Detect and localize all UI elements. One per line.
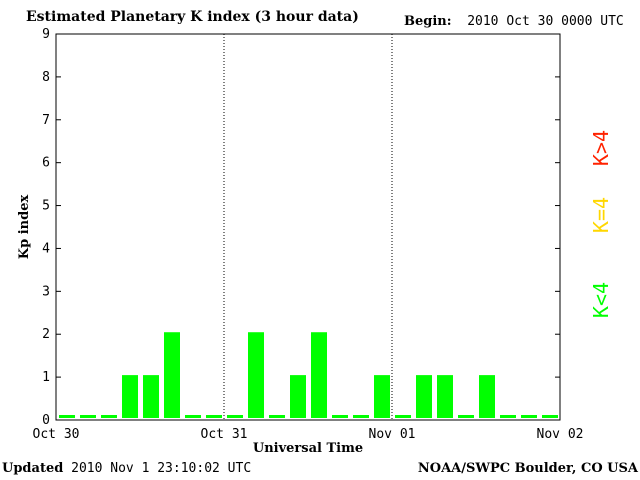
- kp-bar: [437, 375, 453, 418]
- kp-bar: [353, 415, 369, 418]
- source-credit: NOAA/SWPC Boulder, CO USA: [417, 461, 638, 476]
- legend: K<4 K=4 K>4: [589, 130, 613, 318]
- updated-value: 2010 Nov 1 23:10:02 UTC: [71, 461, 252, 476]
- kp-bar: [479, 375, 495, 418]
- kp-bar: [122, 375, 138, 418]
- x-tick-label: Oct 31: [201, 427, 248, 442]
- begin-timestamp: Begin: 2010 Oct 30 0000 UTC: [404, 14, 624, 29]
- kp-bar: [395, 415, 411, 418]
- legend-item: K>4: [589, 130, 613, 166]
- y-tick-label: 8: [42, 70, 50, 85]
- kp-bar: [521, 415, 537, 418]
- x-axis-title: Universal Time: [253, 441, 363, 456]
- chart-title: Estimated Planetary K index (3 hour data…: [26, 9, 359, 25]
- x-tick-label: Oct 30: [33, 427, 80, 442]
- y-axis-title: Kp index: [17, 195, 32, 260]
- kp-bar: [101, 415, 117, 418]
- bar-series: [59, 332, 558, 418]
- kp-bar: [269, 415, 285, 418]
- y-tick-label: 6: [42, 156, 50, 171]
- kp-bar: [542, 415, 558, 418]
- y-tick-label: 2: [42, 327, 50, 342]
- x-axis: Oct 30 Oct 31 Nov 01 Nov 02: [33, 427, 584, 442]
- y-tick-label: 0: [42, 413, 50, 428]
- y-tick-label: 1: [42, 370, 50, 385]
- y-tick-label: 7: [42, 113, 50, 128]
- kp-bar: [164, 332, 180, 418]
- updated-label: Updated: [2, 461, 64, 476]
- begin-value: 2010 Oct 30 0000 UTC: [467, 14, 624, 29]
- begin-label: Begin:: [404, 14, 452, 29]
- kp-bar: [500, 415, 516, 418]
- x-tick-label: Nov 01: [369, 427, 416, 442]
- kp-bar: [185, 415, 201, 418]
- kp-bar: [206, 415, 222, 418]
- kp-bar: [290, 375, 306, 418]
- kp-bar: [248, 332, 264, 418]
- kp-bar: [143, 375, 159, 418]
- day-separators: [223, 34, 393, 420]
- y-tick-label: 5: [42, 199, 50, 214]
- y-axis: 0 1 2 3 4 5 6 7 8 9: [42, 27, 560, 428]
- kp-bar: [332, 415, 348, 418]
- y-tick-label: 9: [42, 27, 50, 42]
- legend-item: K<4: [589, 282, 613, 318]
- kp-bar: [59, 415, 75, 418]
- y-tick-label: 4: [42, 241, 50, 256]
- y-tick-label: 3: [42, 284, 50, 299]
- x-tick-label: Nov 02: [537, 427, 584, 442]
- kp-bar: [416, 375, 432, 418]
- updated-timestamp: Updated 2010 Nov 1 23:10:02 UTC: [2, 461, 251, 476]
- kp-bar: [458, 415, 474, 418]
- plot-frame: [55, 33, 561, 421]
- kp-bar: [374, 375, 390, 418]
- kp-bar: [311, 332, 327, 418]
- legend-item: K=4: [589, 197, 613, 233]
- kp-bar: [80, 415, 96, 418]
- kp-bar: [227, 415, 243, 418]
